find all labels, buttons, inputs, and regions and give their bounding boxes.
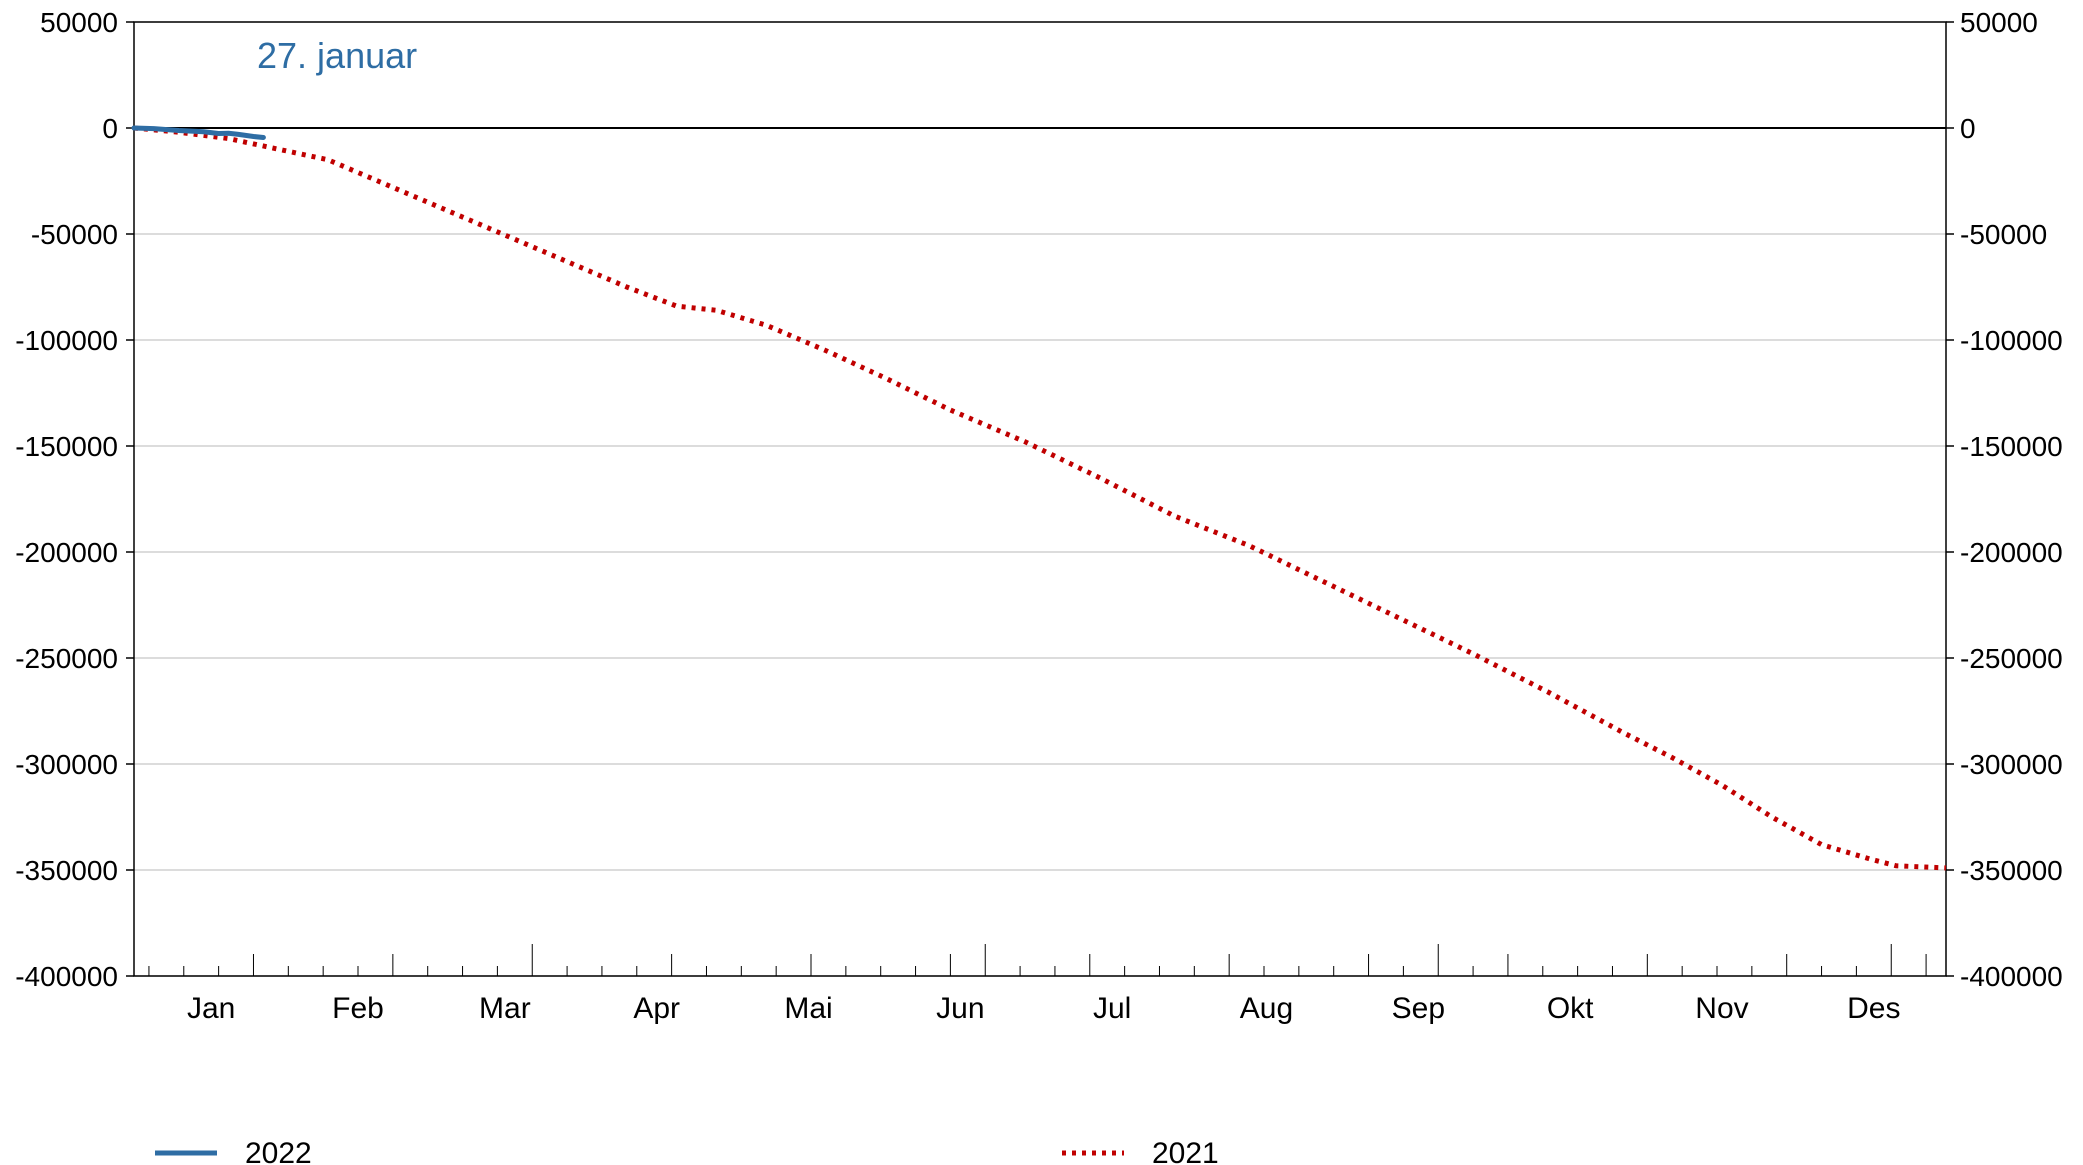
y-tick-label-left: -100000 xyxy=(15,325,118,356)
y-tick-label-right: -50000 xyxy=(1960,219,2047,250)
month-label-jul: Jul xyxy=(1093,992,1131,1025)
y-tick-label-right: -100000 xyxy=(1960,325,2063,356)
x-axis-ticks xyxy=(148,944,1927,976)
y-tick-label-left: -150000 xyxy=(15,431,118,462)
legend-label-2021: 2021 xyxy=(1152,1137,1219,1165)
y-tick-label-right: 50000 xyxy=(1960,7,2038,38)
y-tick-label-left: -200000 xyxy=(15,537,118,568)
y-axis-right: 50000 0 -50000 -100000 -150000 -200000 -250000… xyxy=(1946,7,2063,992)
month-label-nov: Nov xyxy=(1695,992,1748,1025)
y-tick-label-left: -50000 xyxy=(31,219,118,250)
plot-frame xyxy=(133,21,1947,977)
y-tick-label-left: -350000 xyxy=(15,855,118,886)
month-label-jun: Jun xyxy=(936,992,984,1025)
y-axis-left: 50000 0 -50000 -100000 -150000 -200000 -250000… xyxy=(15,7,134,992)
y-tick-label-right: -250000 xyxy=(1960,643,2063,674)
y-tick-label-right: 0 xyxy=(1960,113,1976,144)
legend: 2022 2021 xyxy=(155,1137,1219,1165)
date-annotation: 27. januar xyxy=(257,35,417,76)
month-label-des: Des xyxy=(1847,992,1900,1025)
y-tick-label-left: -400000 xyxy=(15,961,118,992)
y-tick-label-left: 50000 xyxy=(40,7,118,38)
y-tick-label-left: -300000 xyxy=(15,749,118,780)
series-line-2022 xyxy=(131,125,266,140)
series-group xyxy=(131,125,1947,871)
x-axis-month-labels: Jan Feb Mar Apr Mai Jun Jul Aug Sep Okt Nov Des xyxy=(187,992,1901,1025)
y-tick-label-right: -350000 xyxy=(1960,855,2063,886)
y-tick-label-left: 0 xyxy=(102,113,118,144)
series-line-2021 xyxy=(133,125,1947,871)
month-label-okt: Okt xyxy=(1547,992,1594,1025)
y-tick-label-right: -150000 xyxy=(1960,431,2063,462)
month-label-feb: Feb xyxy=(332,992,384,1025)
y-tick-label-right: -300000 xyxy=(1960,749,2063,780)
month-label-mai: Mai xyxy=(784,992,832,1025)
month-label-sep: Sep xyxy=(1392,992,1445,1025)
grid-lines xyxy=(134,21,1946,977)
month-label-mar: Mar xyxy=(479,992,531,1025)
legend-label-2022: 2022 xyxy=(245,1137,312,1165)
y-tick-label-right: -200000 xyxy=(1960,537,2063,568)
month-label-apr: Apr xyxy=(633,992,680,1025)
month-label-jan: Jan xyxy=(187,992,235,1025)
y-tick-label-left: -250000 xyxy=(15,643,118,674)
y-tick-label-right: -400000 xyxy=(1960,961,2063,992)
month-label-aug: Aug xyxy=(1240,992,1293,1025)
